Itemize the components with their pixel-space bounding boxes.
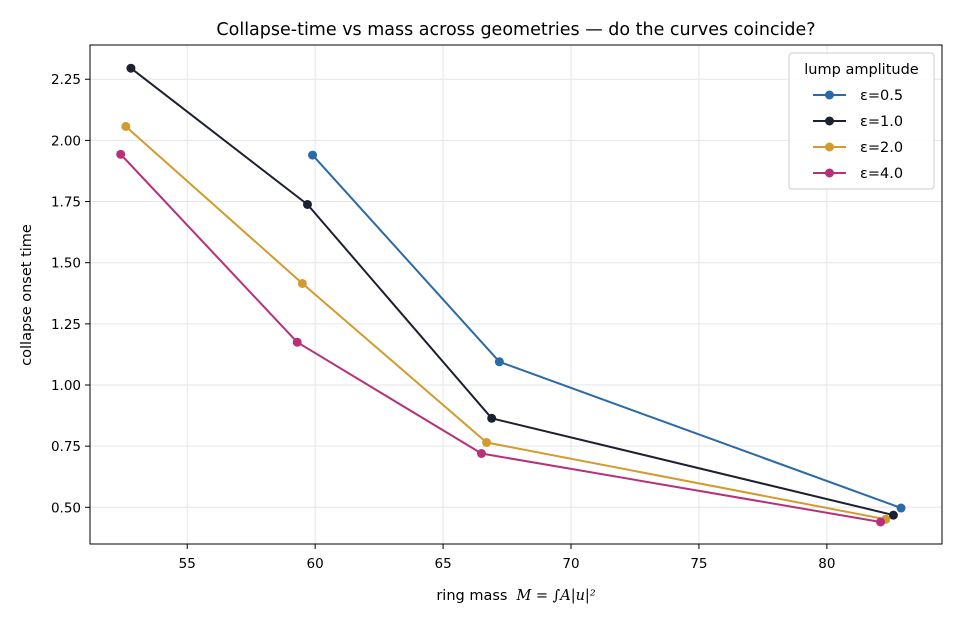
series-1 (308, 150, 906, 513)
x-tick-label: 60 (307, 556, 324, 572)
y-tick-label: 1.25 (51, 317, 81, 333)
data-point (888, 510, 898, 520)
data-point (896, 503, 906, 513)
x-axis-label-math: M = ∫A|u|² (515, 588, 595, 604)
plot-frame (89, 44, 943, 545)
series-4 (116, 149, 886, 527)
data-point (487, 413, 497, 423)
legend-swatch-marker (825, 90, 834, 100)
legend-swatch-marker (825, 116, 834, 126)
legend-entry: ε=4.0 (860, 166, 903, 182)
x-axis-label: ring mass M = ∫A|u|² (436, 588, 595, 604)
legend: lump amplitude ε=0.5 ε=1.0 ε=2.0 ε=4.0 (788, 52, 935, 190)
data-point (494, 357, 504, 367)
chart-title: Collapse-time vs mass across geometries … (216, 20, 815, 40)
data-point (292, 337, 302, 347)
y-tick-label: 2.25 (51, 72, 81, 88)
series-line (130, 67, 894, 517)
x-axis-label-prefix: ring mass (436, 588, 507, 604)
series-layer (116, 63, 906, 527)
series-2 (126, 63, 898, 520)
data-point (876, 517, 886, 527)
y-tick-label: 0.75 (51, 439, 81, 455)
x-tick-label: 65 (434, 556, 451, 572)
legend-box (788, 52, 935, 190)
legend-swatch-marker (825, 142, 834, 152)
series-line (125, 125, 886, 521)
y-tick-label: 2.00 (51, 133, 81, 149)
y-tick-label: 0.50 (51, 500, 81, 516)
data-point (116, 149, 126, 159)
legend-entry: ε=2.0 (860, 140, 903, 156)
y-tick-label: 1.00 (51, 378, 81, 394)
data-point (482, 437, 492, 447)
data-point (302, 199, 312, 209)
legend-title: lump amplitude (804, 62, 919, 78)
x-tick-label: 70 (562, 556, 579, 572)
y-tick-label: 1.50 (51, 256, 81, 272)
y-tick-label: 1.75 (51, 195, 81, 211)
data-point (121, 121, 131, 131)
data-point (297, 278, 307, 288)
axes: 55 60 65 70 75 80 0.50 0.75 1.00 1.25 1.50 1.75 2.00… (51, 72, 836, 572)
grid (90, 45, 942, 544)
series-line (119, 153, 881, 523)
legend-swatch-marker (825, 168, 834, 178)
legend-entry: ε=1.0 (860, 114, 903, 130)
x-tick-label: 55 (179, 556, 196, 572)
data-point (126, 63, 136, 73)
y-axis-label: collapse onset time (19, 224, 35, 366)
x-tick-label: 75 (690, 556, 707, 572)
data-point (308, 150, 318, 160)
x-tick-label: 80 (818, 556, 835, 572)
legend-entry: ε=0.5 (860, 88, 903, 104)
data-point (476, 448, 486, 458)
